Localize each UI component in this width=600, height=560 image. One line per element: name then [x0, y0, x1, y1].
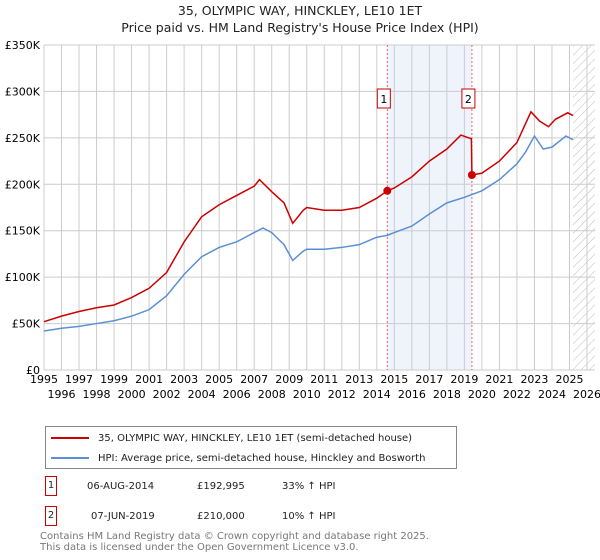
sale-badge: 2 — [45, 506, 57, 526]
sale-badge: 1 — [45, 476, 57, 496]
x-tick-label: 2021 — [485, 373, 513, 386]
legend-blue-swatch — [51, 457, 89, 459]
sale-label: 2 — [465, 93, 472, 106]
footer: Contains HM Land Registry data © Crown c… — [40, 531, 429, 553]
x-tick-label: 2017 — [415, 373, 443, 386]
x-tick-label: 2002 — [153, 388, 181, 401]
x-tick-label: 2026 — [573, 388, 600, 401]
x-tick-label: 2016 — [398, 388, 426, 401]
legend-hpi: HPI: Average price, semi-detached house,… — [98, 452, 426, 464]
x-tick-label: 2024 — [538, 388, 566, 401]
legend-property: 35, OLYMPIC WAY, HINCKLEY, LE10 1ET (sem… — [98, 432, 413, 444]
sale-price: £210,000 — [197, 510, 245, 522]
x-tick-label: 2001 — [135, 373, 163, 386]
x-tick-label: 2018 — [433, 388, 461, 401]
legend-red-swatch — [51, 437, 89, 439]
x-tick-label: 2023 — [520, 373, 548, 386]
x-tick-label: 2000 — [118, 388, 146, 401]
price-chart: 1995 1996 1997 1998 1999 2000 2001 2002 2003 2004… — [5, 39, 600, 401]
x-tick-label: 2022 — [503, 388, 531, 401]
x-tick-label: 1996 — [48, 388, 76, 401]
sale-date: 06-AUG-2014 — [87, 480, 155, 492]
y-tick-label: £350K — [5, 39, 41, 52]
sale-label: 1 — [380, 93, 387, 106]
x-tick-label: 2004 — [188, 388, 216, 401]
x-tick-label: 2014 — [363, 388, 391, 401]
y-tick-label: £150K — [5, 225, 41, 238]
x-tick-label: 1995 — [30, 373, 58, 386]
series-line — [43, 110, 574, 323]
sale-hpi: 10% ↑ HPI — [282, 510, 336, 522]
x-tick-label: 2020 — [468, 388, 496, 401]
x-tick-label: 1998 — [83, 388, 111, 401]
x-tick-label: 2025 — [555, 373, 583, 386]
sale-label-box — [376, 88, 391, 109]
x-tick-label: 2019 — [450, 373, 478, 386]
x-tick-label: 2013 — [345, 373, 373, 386]
legend: 35, OLYMPIC WAY, HINCKLEY, LE10 1ET (sem… — [45, 426, 457, 469]
forecast-hatch — [572, 45, 595, 370]
x-tick-label: 2015 — [380, 373, 408, 386]
x-tick-label: 2009 — [275, 373, 303, 386]
footer-copyright: Contains HM Land Registry data © Crown c… — [40, 531, 429, 542]
x-tick-label: 2003 — [170, 373, 198, 386]
x-tick-label: 2008 — [258, 388, 286, 401]
y-tick-label: £50K — [12, 318, 41, 331]
y-tick-label: £200K — [5, 178, 41, 191]
chart-title: 35, OLYMPIC WAY, HINCKLEY, LE10 1ET — [177, 3, 423, 18]
x-tick-label: 2012 — [328, 388, 356, 401]
sale-label-box — [461, 88, 476, 109]
x-tick-label: 2011 — [310, 373, 338, 386]
y-tick-label: £300K — [5, 85, 41, 98]
x-tick-label: 2007 — [240, 373, 268, 386]
series-line — [43, 134, 574, 332]
sale-row: 2 07-JUN-2019 £210,000 10% ↑ HPI — [45, 506, 335, 526]
x-tick-label: 2006 — [223, 388, 251, 401]
chart-subtitle: Price paid vs. HM Land Registry's House … — [121, 20, 479, 35]
y-tick-label: £250K — [5, 132, 41, 145]
footer-licence: This data is licensed under the Open Gov… — [40, 542, 359, 553]
x-tick-label: 1997 — [65, 373, 93, 386]
y-tick-label: £100K — [5, 271, 41, 284]
sale-row: 1 06-AUG-2014 £192,995 33% ↑ HPI — [45, 476, 335, 496]
sale-date: 07-JUN-2019 — [91, 510, 155, 522]
x-tick-label: 1999 — [100, 373, 128, 386]
sale-hpi: 33% ↑ HPI — [282, 480, 336, 492]
x-tick-label: 2005 — [205, 373, 233, 386]
y-tick-label: £0 — [26, 364, 40, 377]
sale-point — [383, 186, 392, 195]
sale-price: £192,995 — [197, 480, 245, 492]
sale-point — [467, 171, 476, 179]
x-tick-label: 2010 — [293, 388, 321, 401]
